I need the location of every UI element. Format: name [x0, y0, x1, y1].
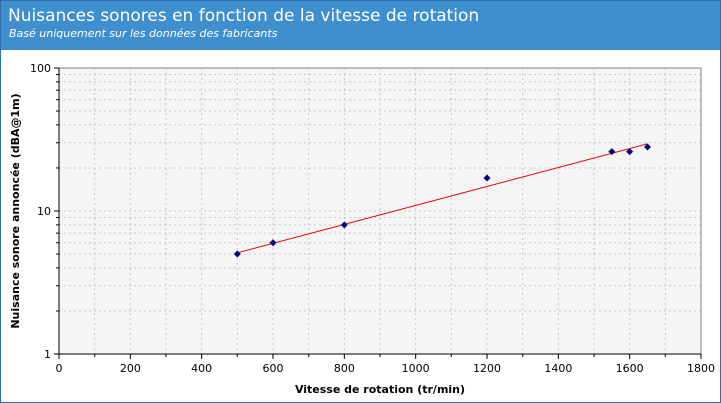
grid: [59, 68, 701, 354]
data-point: [340, 221, 348, 229]
data-point: [269, 239, 277, 247]
data-point: [233, 250, 241, 258]
data-points: [233, 143, 651, 258]
data-point: [483, 174, 491, 182]
x-tick-label: 600: [263, 362, 284, 375]
y-axis-title: Nuisance sonore annoncée (dBA@1m): [9, 93, 22, 328]
data-point: [626, 148, 634, 156]
y-tick-label: 1: [44, 348, 51, 361]
x-axis-title: Vitesse de rotation (tr/min): [295, 383, 465, 396]
x-tick-label: 1400: [544, 362, 572, 375]
scatter-chart: 0 200 400 600 800 1000 1200 1400 1600 1800 1 10 100…: [9, 62, 715, 396]
chart-header: Nuisances sonores en fonction de la vite…: [1, 1, 720, 50]
x-tick-label: 800: [334, 362, 355, 375]
trendline: [237, 143, 648, 254]
chart-subtitle: Basé uniquement sur les données des fabr…: [9, 27, 278, 40]
x-tick-label: 1200: [473, 362, 501, 375]
x-axis-ticks: 0 200 400 600 800 1000 1200 1400 1600 1800: [56, 354, 715, 375]
x-tick-label: 400: [191, 362, 212, 375]
y-tick-label: 100: [30, 62, 51, 75]
y-axis-ticks: 1 10 100: [30, 62, 59, 361]
x-tick-label: 0: [56, 362, 63, 375]
x-tick-label: 1800: [687, 362, 715, 375]
data-point: [644, 143, 651, 151]
y-tick-label: 10: [37, 205, 51, 218]
data-point: [608, 148, 616, 156]
chart-title: Nuisances sonores en fonction de la vite…: [8, 6, 480, 26]
x-tick-label: 1000: [402, 362, 430, 375]
x-tick-label: 200: [120, 362, 141, 375]
x-tick-label: 1600: [616, 362, 644, 375]
